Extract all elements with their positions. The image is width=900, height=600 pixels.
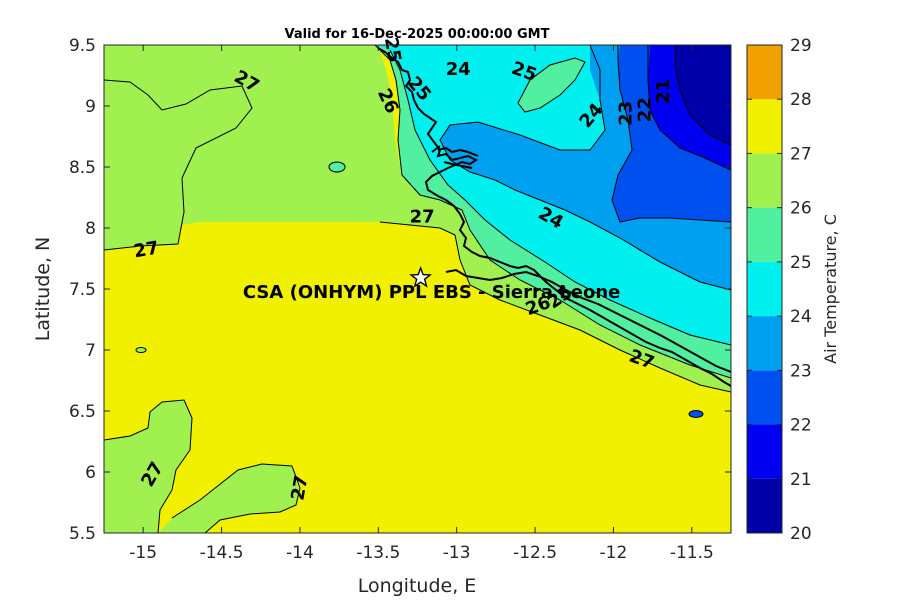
x-tick-label: -11.5 — [670, 543, 714, 563]
x-tick-label: -15 — [129, 543, 157, 563]
x-tick-label: -14.5 — [200, 543, 244, 563]
contour-24 — [439, 45, 731, 291]
colorbar-swatch — [747, 45, 782, 100]
contour-26 — [374, 45, 731, 379]
contour-lines — [104, 45, 731, 533]
colorbar-swatch — [747, 207, 782, 262]
station-label: CSA (ONHYM) PPL EBS - Sierra Leone — [243, 282, 620, 303]
band-26-27-blob — [329, 162, 345, 172]
band-26-27-south — [158, 464, 300, 533]
y-tick-label: 6 — [85, 463, 96, 483]
contour-27-north — [104, 79, 253, 251]
contour-label: 25 — [380, 36, 405, 64]
contour-label: 21 — [653, 79, 674, 104]
colorbar-tick-label: 28 — [790, 90, 812, 110]
colorbar-frame — [746, 44, 783, 534]
x-axis: -15 -14.5 -14 -13.5 -13 -12.5 -12 -11.5 — [129, 45, 714, 563]
band-26-27-blob — [689, 410, 703, 418]
x-tick-label: -13.5 — [356, 543, 400, 563]
contour-label: 24 — [446, 59, 471, 80]
band-26-27-north — [104, 45, 731, 533]
colorbar-tick-label: 26 — [790, 199, 812, 219]
band-26-27-blob — [136, 347, 146, 353]
y-axis: 5.5 6 6.5 7 7.5 8 8.5 9 9.5 — [69, 36, 731, 544]
temperature-field — [104, 45, 731, 533]
band-26-27-northwest — [104, 45, 252, 250]
coastline-path — [377, 47, 731, 387]
colorbar-label: Air Temperature, C — [821, 214, 840, 364]
coastline-inner — [445, 268, 731, 373]
y-tick-label: 8.5 — [69, 158, 96, 178]
x-tick-label: -14 — [286, 543, 314, 563]
colorbar-swatch — [747, 261, 782, 317]
contour-27-east — [379, 221, 731, 393]
x-axis-label: Longitude, E — [358, 575, 477, 597]
y-tick-label: 7 — [85, 341, 96, 361]
y-tick-label: 8 — [85, 219, 96, 239]
colorbar-swatch — [747, 153, 782, 208]
star-icon — [409, 266, 433, 288]
y-tick-label: 6.5 — [69, 402, 96, 422]
x-tick-label: -12.5 — [513, 543, 557, 563]
coastline — [377, 47, 731, 387]
colorbar-tick-label: 24 — [790, 307, 812, 327]
contour-22 — [647, 45, 731, 171]
contour-label: 27 — [287, 474, 312, 502]
contour-label: 27 — [132, 237, 160, 262]
colorbar-swatch — [747, 424, 782, 479]
x-tick-label: -13 — [443, 543, 471, 563]
contour-blob — [688, 410, 704, 418]
map-title: Valid for 16-Dec-2025 00:00:00 GMT — [285, 27, 550, 42]
colorbar-ticks: 20 21 22 23 24 25 26 27 28 29 — [747, 36, 812, 544]
contour-21 — [674, 45, 731, 146]
coastline-river — [431, 145, 479, 169]
y-tick-label: 9 — [85, 97, 96, 117]
colorbar-tick-label: 21 — [790, 470, 812, 490]
colorbar-swatch — [747, 370, 782, 425]
colorbar-tick-label: 23 — [790, 361, 812, 381]
contour-25-island — [517, 57, 586, 113]
y-axis-label: Latitude, N — [32, 237, 54, 342]
colorbar-tick-label: 25 — [790, 253, 812, 273]
x-tick-label: -12 — [600, 543, 628, 563]
y-tick-label: 5.5 — [69, 524, 96, 544]
band-26-27-southwest — [104, 400, 192, 533]
contour-23 — [611, 45, 731, 223]
band-25-26-island — [518, 58, 585, 112]
colorbar-tick-label: 29 — [790, 36, 812, 56]
contour-25 — [389, 49, 731, 346]
contour-27-south — [171, 463, 301, 533]
colorbar-swatch — [747, 478, 782, 533]
contour-27-southwest — [104, 399, 193, 533]
y-tick-label: 7.5 — [69, 280, 96, 300]
colorbar-tick-label: 22 — [790, 416, 812, 436]
y-tick-label: 9.5 — [69, 36, 96, 56]
contour-blob — [135, 347, 147, 353]
contour-label: 22 — [634, 97, 655, 122]
colorbar-swatch — [747, 99, 782, 154]
colorbar-tick-label: 20 — [790, 524, 812, 544]
colorbar-tick-label: 27 — [790, 144, 812, 164]
colorbar — [747, 45, 782, 533]
band-20-21 — [675, 45, 731, 145]
contour-label: 23 — [615, 101, 636, 126]
contour-blob — [328, 161, 346, 173]
contour-label: 27 — [410, 207, 435, 228]
colorbar-swatch — [747, 316, 782, 371]
